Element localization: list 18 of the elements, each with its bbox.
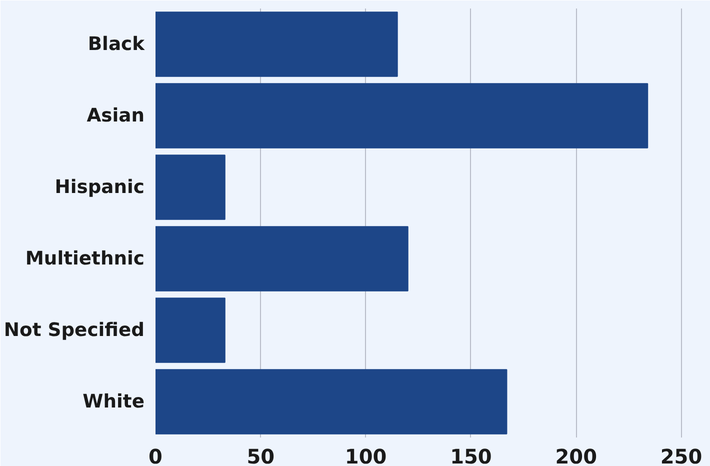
y-tick-label: Multiethnic [25, 248, 145, 270]
x-tick-label: 50 [246, 444, 275, 466]
bar [156, 12, 398, 77]
bar [156, 83, 648, 148]
x-tick-label: 100 [344, 444, 387, 466]
y-tick-label: Black [88, 34, 146, 55]
y-tick-label: White [82, 391, 144, 412]
bar [156, 298, 226, 363]
bar [156, 226, 408, 292]
x-tick-label: 200 [555, 444, 597, 466]
x-tick-label: 250 [660, 444, 702, 466]
y-tick-label: Not Specified [4, 320, 144, 341]
x-tick-label: 150 [450, 444, 492, 466]
bar [156, 369, 508, 434]
bar [156, 154, 226, 220]
x-tick-label: 0 [148, 444, 162, 466]
y-tick-label: Asian [86, 105, 145, 126]
y-tick-label: Hispanic [54, 176, 145, 198]
